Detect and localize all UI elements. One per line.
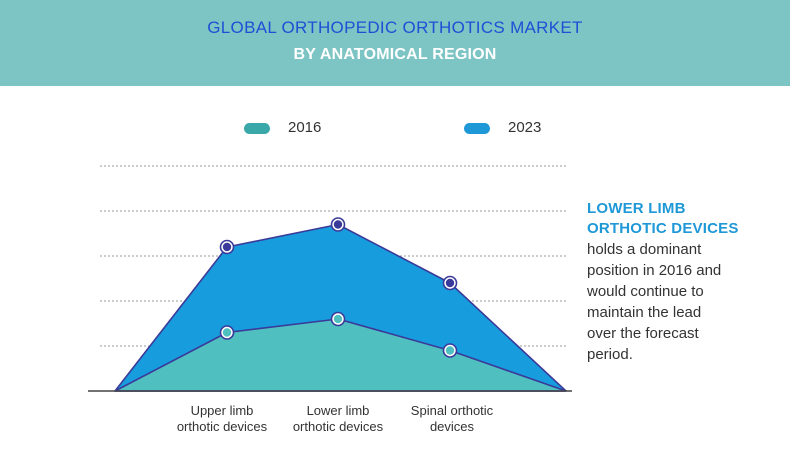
annotation-body-line: over the forecast xyxy=(587,325,699,342)
legend-swatch-2016 xyxy=(244,123,270,134)
annotation-body-line: maintain the lead xyxy=(587,304,702,321)
data-point-2023 xyxy=(333,220,343,229)
data-point-2016 xyxy=(333,314,343,324)
annotation-body-line: would continue to xyxy=(587,283,704,300)
x-tick-label-line: devices xyxy=(429,419,475,434)
data-point-2023 xyxy=(222,242,232,252)
annotation-heading-line1: LOWER LIMB xyxy=(587,200,686,217)
x-tick-label-line: orthotic devices xyxy=(292,419,384,434)
annotation-body-line: period. xyxy=(587,346,633,363)
x-tick-label-upper-limb: Upper limb orthotic devices xyxy=(152,403,292,435)
data-point-2023 xyxy=(445,278,455,288)
header-banner: GLOBAL ORTHOPEDIC ORTHOTICS MARKET BY AN… xyxy=(0,0,790,86)
x-tick-label-line: Spinal orthotic xyxy=(410,403,494,418)
x-tick-label-line: orthotic devices xyxy=(176,419,268,434)
series-areas xyxy=(114,223,567,392)
legend-label-2023: 2023 xyxy=(508,119,542,136)
annotation-body-line: position in 2016 and xyxy=(587,262,722,279)
x-tick-label-line: Lower limb xyxy=(306,403,370,418)
x-tick-label-lower-limb: Lower limb orthotic devices xyxy=(268,403,408,435)
x-tick-label-line: Upper limb xyxy=(190,403,254,418)
chart-title: GLOBAL ORTHOPEDIC ORTHOTICS MARKET xyxy=(207,18,583,37)
data-point-2016 xyxy=(445,346,455,355)
annotation-callout: LOWER LIMB ORTHOTIC DEVICES holds a domi… xyxy=(587,199,787,365)
legend-swatch-2023 xyxy=(464,123,490,134)
x-tick-label-spinal: Spinal orthotic devices xyxy=(382,403,522,435)
annotation-body-line: holds a dominant xyxy=(587,241,702,258)
data-points xyxy=(219,217,458,358)
legend-label-2016: 2016 xyxy=(288,119,322,136)
data-point-2016 xyxy=(222,328,232,337)
annotation-heading-line2: ORTHOTIC DEVICES xyxy=(587,220,739,237)
chart-subtitle: BY ANATOMICAL REGION xyxy=(293,46,497,63)
